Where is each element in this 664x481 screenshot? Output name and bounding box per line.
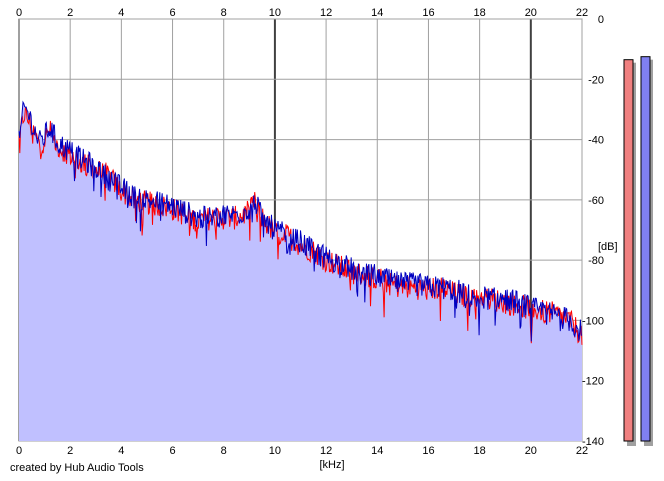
x-tick-labels-top: 0 2 4 6 8 10 12 14 16 18 20 22 bbox=[16, 7, 588, 19]
x-tick-label-bottom: 16 bbox=[422, 445, 434, 457]
spectrum-fill-area bbox=[19, 102, 582, 441]
y-tick-label: -140 bbox=[582, 436, 604, 448]
x-tick-label-bottom: 0 bbox=[16, 445, 22, 457]
x-tick-label-bottom: 18 bbox=[474, 445, 486, 457]
x-tick-label-bottom: 10 bbox=[269, 445, 281, 457]
x-tick-label-top: 16 bbox=[422, 7, 434, 19]
y-axis-label: [dB] bbox=[598, 241, 618, 253]
y-tick-label: -100 bbox=[582, 315, 604, 327]
x-tick-label-bottom: 22 bbox=[576, 445, 588, 457]
x-tick-label-top: 18 bbox=[474, 7, 486, 19]
x-tick-label-top: 22 bbox=[576, 7, 588, 19]
x-tick-label-bottom: 20 bbox=[525, 445, 537, 457]
series-line-2 bbox=[18, 100, 583, 342]
x-tick-labels-bottom: 0 2 4 6 8 10 12 14 16 18 20 22 bbox=[16, 445, 588, 457]
level-meter-bar bbox=[640, 56, 651, 442]
x-tick-label-top: 2 bbox=[67, 7, 73, 19]
y-tick-label: -60 bbox=[588, 195, 604, 207]
x-tick-label-top: 12 bbox=[320, 7, 332, 19]
x-tick-label-bottom: 6 bbox=[169, 445, 175, 457]
y-tick-label: 0 bbox=[598, 14, 604, 26]
y-tick-label: -80 bbox=[588, 255, 604, 267]
x-tick-label-top: 4 bbox=[118, 7, 124, 19]
x-tick-label-top: 20 bbox=[525, 7, 537, 19]
y-tick-labels: 0 -20 -40 -60 -80 -100 -120 -140 bbox=[582, 14, 604, 448]
x-axis-label: [kHz] bbox=[319, 459, 344, 471]
x-tick-label-top: 8 bbox=[221, 7, 227, 19]
x-tick-label-top: 10 bbox=[269, 7, 281, 19]
x-tick-label-bottom: 12 bbox=[320, 445, 332, 457]
credit-text: created by Hub Audio Tools bbox=[10, 462, 144, 474]
y-tick-label: -20 bbox=[588, 74, 604, 86]
x-tick-label-top: 14 bbox=[371, 7, 383, 19]
x-tick-label-bottom: 2 bbox=[67, 445, 73, 457]
level-meters bbox=[623, 56, 653, 447]
y-tick-label: -120 bbox=[582, 376, 604, 388]
level-meter-bar bbox=[623, 59, 634, 442]
x-tick-label-bottom: 8 bbox=[221, 445, 227, 457]
series-lines bbox=[18, 100, 583, 345]
x-tick-label-top: 6 bbox=[169, 7, 175, 19]
x-tick-label-bottom: 14 bbox=[371, 445, 383, 457]
x-tick-label-bottom: 4 bbox=[118, 445, 124, 457]
x-tick-label-top: 0 bbox=[16, 7, 22, 19]
y-tick-label: -40 bbox=[588, 135, 604, 147]
